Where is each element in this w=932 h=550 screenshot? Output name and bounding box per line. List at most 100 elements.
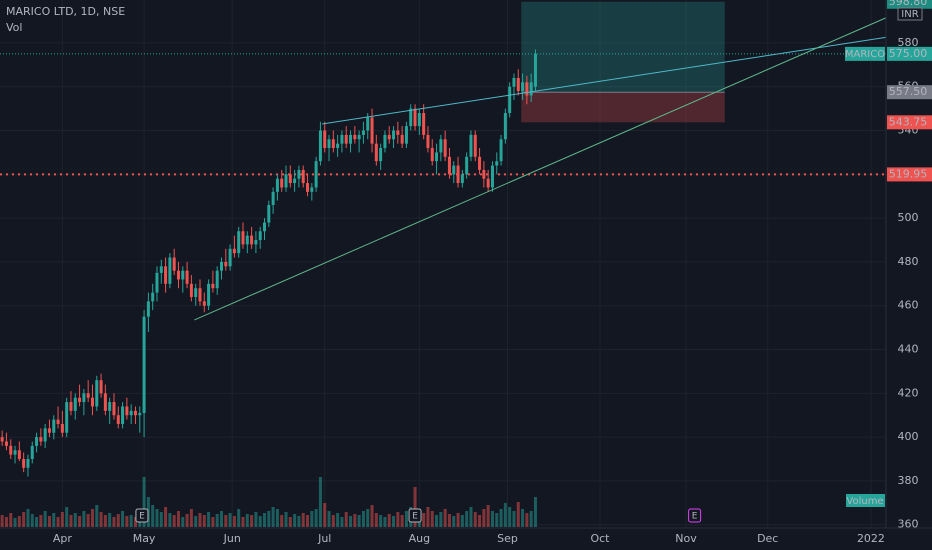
volume-bar xyxy=(490,511,494,527)
earnings-marker[interactable] xyxy=(688,508,702,523)
candle-body xyxy=(443,139,447,157)
candle-body xyxy=(176,270,180,280)
volume-bar xyxy=(422,513,426,527)
candle-body xyxy=(22,459,26,468)
trendline xyxy=(322,36,889,125)
volume-bar xyxy=(47,516,51,527)
volume-badge xyxy=(846,494,885,507)
x-tick-label: Aug xyxy=(409,532,430,545)
stop-tag xyxy=(887,115,932,130)
candle-body xyxy=(439,139,443,153)
candle-body xyxy=(361,130,365,135)
candle-body xyxy=(237,231,241,254)
currency-label: INR xyxy=(901,9,918,20)
volume-bar xyxy=(181,517,185,527)
candle-body xyxy=(159,266,163,273)
stop-label: 543.75 xyxy=(889,115,928,128)
candle-body xyxy=(224,261,228,267)
candle-body xyxy=(435,152,439,162)
volume-bar xyxy=(254,512,258,527)
volume-bar xyxy=(258,516,262,527)
candle-body xyxy=(219,261,224,271)
candle-body xyxy=(202,301,206,306)
candle-body xyxy=(400,134,404,144)
candle-body xyxy=(396,130,400,135)
volume-bar xyxy=(176,511,180,527)
candle-body xyxy=(486,178,490,188)
profit-zone xyxy=(521,1,725,93)
x-tick-label: 2022 xyxy=(857,532,885,545)
volume-bar xyxy=(486,505,490,527)
volume-bar xyxy=(473,512,477,527)
volume-bar xyxy=(194,516,198,527)
candle-body xyxy=(43,428,47,442)
volume-bar xyxy=(495,513,499,527)
candle-body xyxy=(129,410,133,416)
candle-body xyxy=(469,134,473,157)
volume-bar xyxy=(172,515,176,527)
volume-bar xyxy=(267,511,271,527)
volume-bar xyxy=(219,511,224,527)
volume-bar xyxy=(383,517,387,527)
volume-bar xyxy=(512,511,516,527)
x-tick-label: Jun xyxy=(223,532,241,545)
volume-bar xyxy=(439,512,443,527)
candle-body xyxy=(95,380,99,407)
candle-body xyxy=(344,134,348,144)
candle-body xyxy=(194,288,198,297)
volume-bar xyxy=(112,517,116,527)
volume-bar xyxy=(353,514,357,527)
candle-body xyxy=(318,130,322,162)
earnings-marker[interactable] xyxy=(135,508,149,523)
volume-bar xyxy=(159,512,163,527)
trendline xyxy=(194,16,889,321)
volume-bar xyxy=(99,512,103,527)
candle-body xyxy=(189,283,193,297)
candle-body xyxy=(82,393,86,403)
volume-bar xyxy=(293,514,297,527)
volume-bar xyxy=(4,517,8,527)
volume-bar xyxy=(30,514,34,527)
candle-body xyxy=(142,316,146,414)
volume-bar xyxy=(336,513,340,527)
volume-bar xyxy=(396,512,400,527)
chart-title: MARICO LTD, 1D, NSE xyxy=(6,5,125,18)
candle-body xyxy=(108,402,112,411)
volume-bar xyxy=(301,513,305,527)
x-tick-label: Oct xyxy=(590,532,610,545)
candle-body xyxy=(490,165,494,188)
volume-bar xyxy=(198,513,202,527)
candle-body xyxy=(4,441,8,446)
volume-bar xyxy=(116,514,120,527)
candle-body xyxy=(103,393,107,411)
candle-body xyxy=(73,397,77,411)
candle-body xyxy=(125,406,129,416)
earnings-marker[interactable] xyxy=(408,508,422,523)
candle-body xyxy=(35,437,39,446)
target-tag xyxy=(887,0,932,9)
volume-bar xyxy=(90,509,94,527)
candle-body xyxy=(30,445,34,460)
volume-bar xyxy=(529,511,533,527)
volume-bar xyxy=(52,513,56,527)
candle-body xyxy=(275,178,279,192)
candle-body xyxy=(521,82,525,92)
volume-bar xyxy=(263,513,267,527)
candle-body xyxy=(478,156,482,170)
candle-body xyxy=(525,82,529,96)
candle-body xyxy=(456,165,460,184)
volume-bar xyxy=(366,509,370,527)
volume-bar xyxy=(503,503,507,527)
y-tick-label: 440 xyxy=(898,343,919,356)
volume-bar xyxy=(447,514,451,527)
volume-bar xyxy=(26,509,30,527)
volume-bar xyxy=(125,516,129,527)
volume-bar xyxy=(430,511,434,527)
candle-body xyxy=(310,187,314,192)
volume-bar xyxy=(164,507,168,527)
candle-body xyxy=(56,419,60,424)
candle-body xyxy=(47,428,51,433)
candle-body xyxy=(366,117,370,131)
